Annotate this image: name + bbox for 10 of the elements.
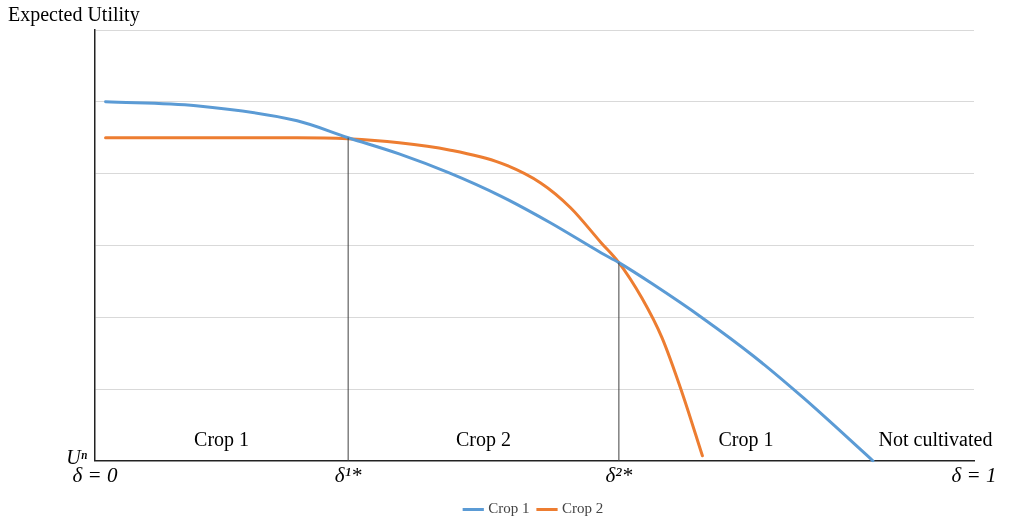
y-axis-title: Expected Utility [8, 3, 140, 27]
annotation: Crop 2 [456, 428, 512, 452]
x-tick-label: δ = 1 [951, 462, 997, 487]
x-tick-label: δ²* [605, 462, 633, 487]
x-tick-label: δ¹* [334, 462, 362, 487]
annotation: Not cultivated [878, 428, 993, 451]
legend-label: Crop 2 [562, 500, 604, 517]
annotation: Crop 1 [194, 428, 250, 452]
annotation: Crop 1 [718, 428, 774, 452]
legend-label: Crop 1 [488, 500, 530, 517]
